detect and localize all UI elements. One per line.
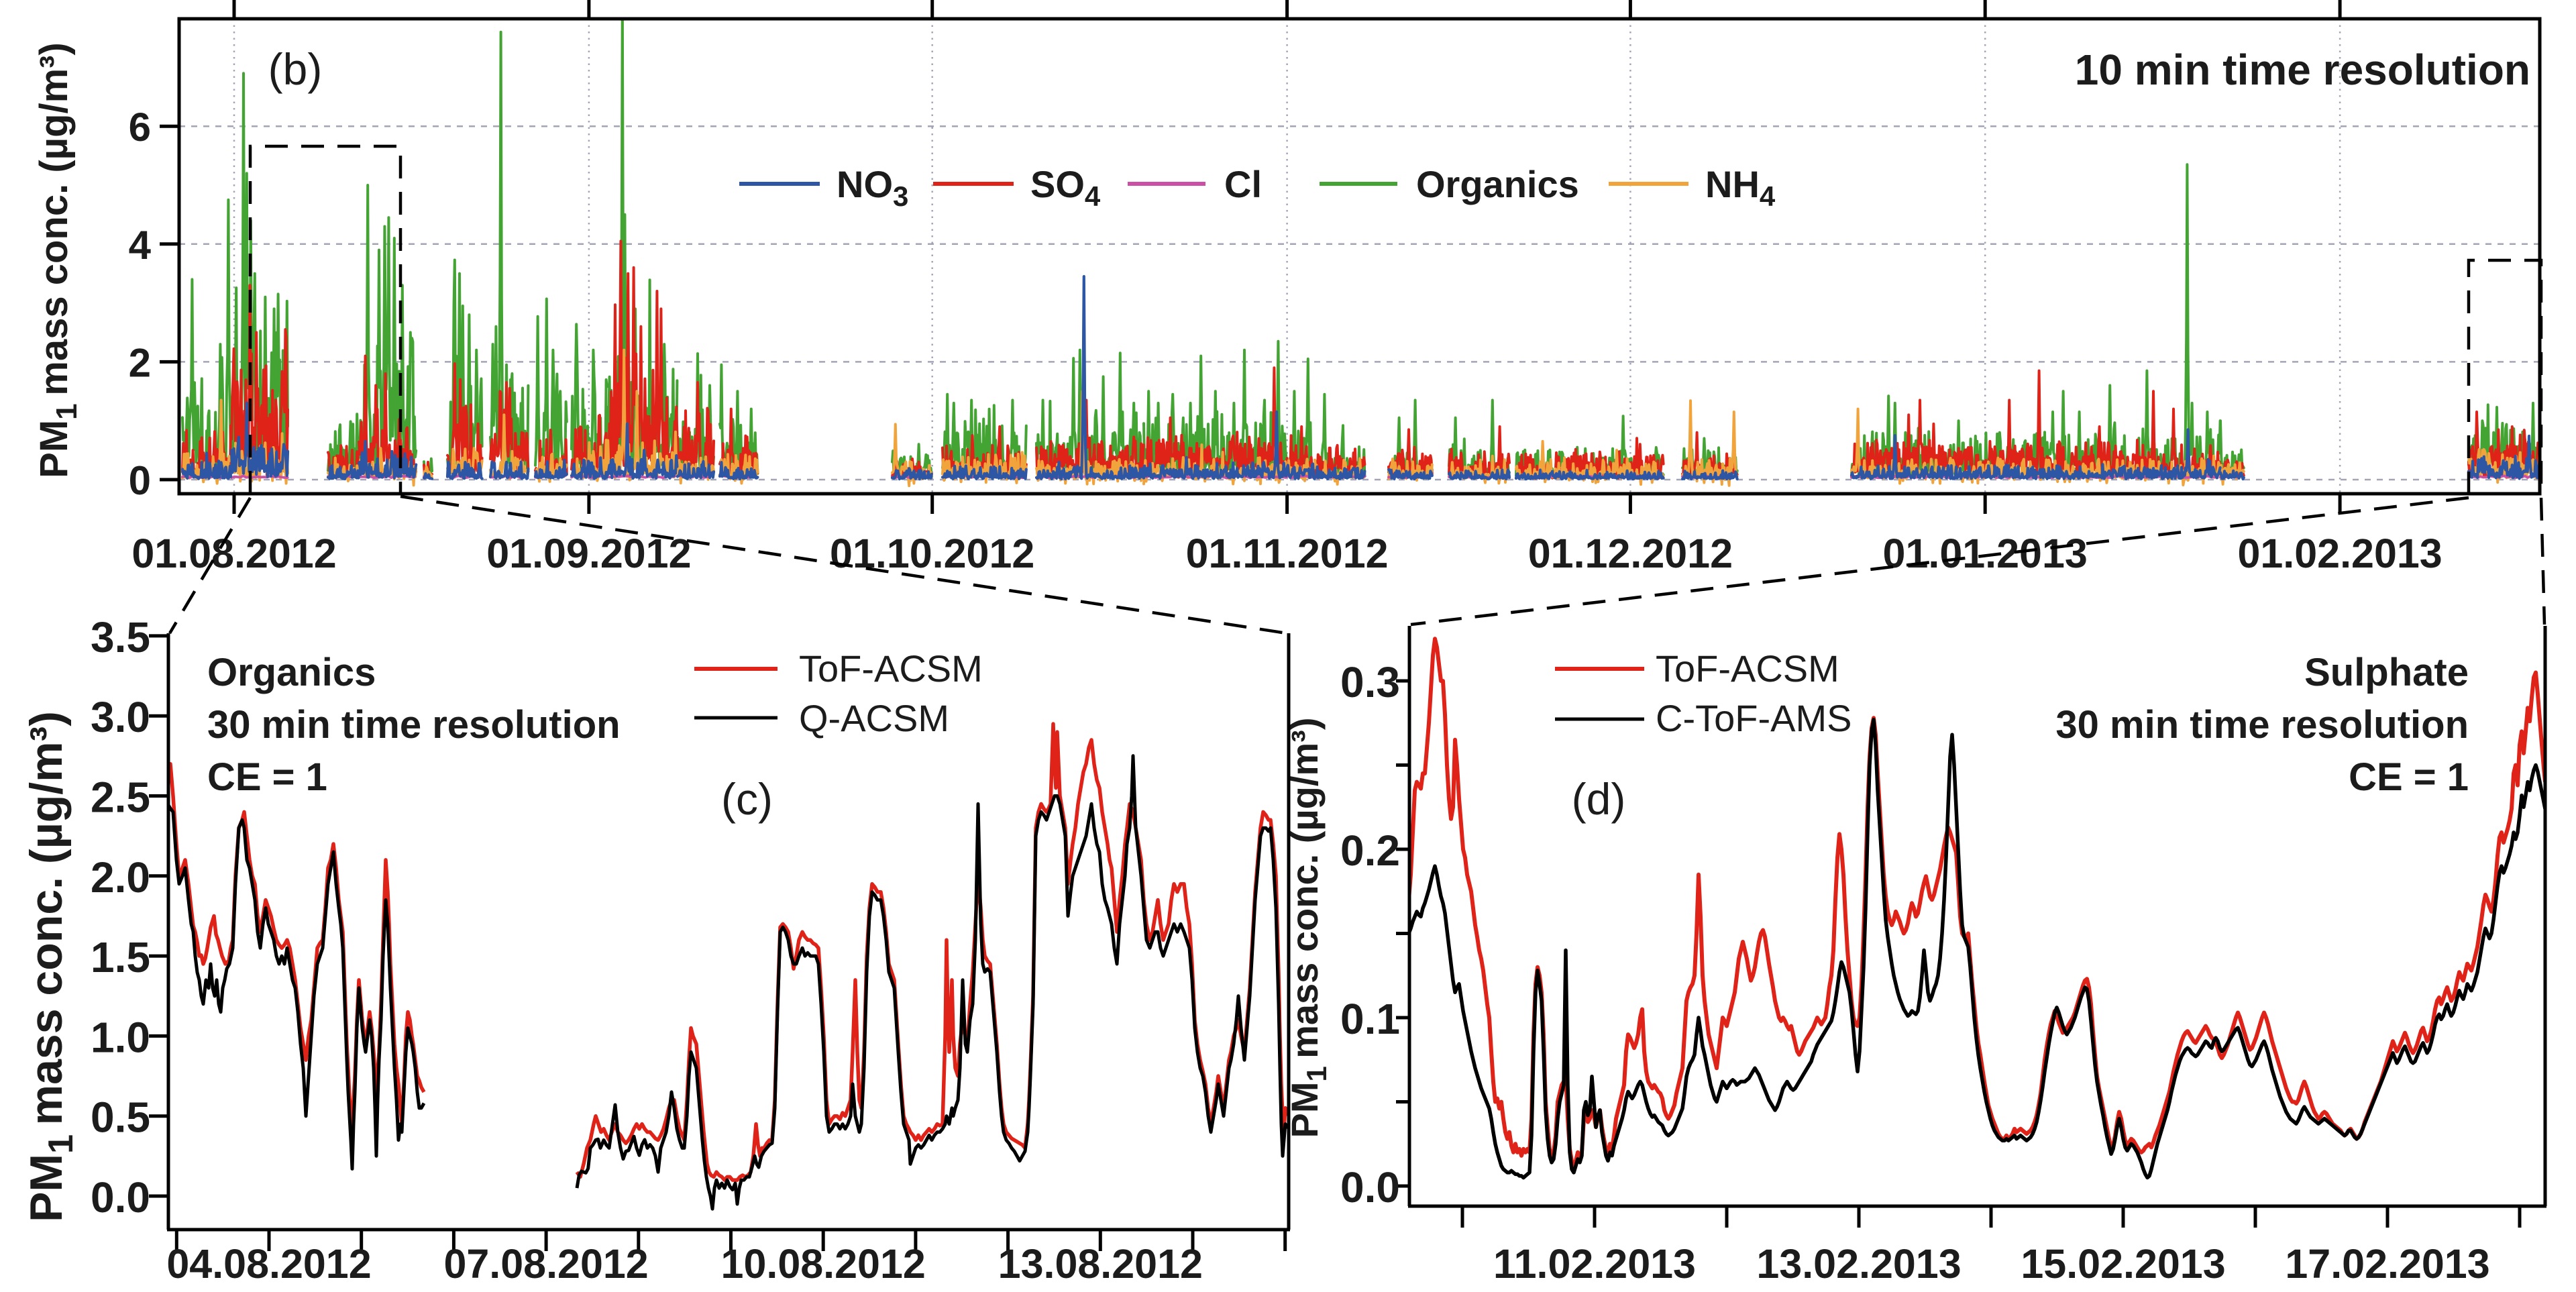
svg-text:(c): (c) — [721, 774, 773, 824]
svg-text:01.12.2012: 01.12.2012 — [1528, 531, 1733, 576]
svg-text:10.08.2012: 10.08.2012 — [721, 1241, 926, 1287]
svg-text:ToF-ACSM: ToF-ACSM — [799, 647, 983, 690]
svg-text:Organics: Organics — [1416, 163, 1579, 205]
svg-text:4: 4 — [129, 223, 152, 268]
svg-text:CE = 1: CE = 1 — [207, 755, 327, 799]
svg-text:01.09.2012: 01.09.2012 — [486, 531, 691, 576]
svg-text:2.0: 2.0 — [91, 853, 150, 902]
svg-text:0.5: 0.5 — [91, 1093, 150, 1142]
svg-text:01.01.2013: 01.01.2013 — [1883, 531, 2088, 576]
svg-text:Cl: Cl — [1224, 163, 1262, 205]
svg-text:01.11.2012: 01.11.2012 — [1186, 531, 1389, 576]
svg-text:0: 0 — [129, 458, 151, 503]
svg-text:(b): (b) — [268, 44, 323, 94]
svg-text:10 min time resolution: 10 min time resolution — [2075, 46, 2530, 94]
svg-text:04.08.2012: 04.08.2012 — [166, 1241, 371, 1287]
svg-text:0.3: 0.3 — [1340, 658, 1400, 706]
svg-text:15.02.2013: 15.02.2013 — [2021, 1241, 2225, 1287]
svg-text:11.02.2013: 11.02.2013 — [1493, 1241, 1696, 1287]
svg-text:0.1: 0.1 — [1340, 995, 1400, 1043]
svg-text:2: 2 — [129, 340, 151, 385]
svg-text:PM1 mass conc. (µg/m³): PM1 mass conc. (µg/m³) — [32, 42, 83, 478]
svg-text:Sulphate: Sulphate — [2304, 651, 2469, 694]
svg-text:CE = 1: CE = 1 — [2349, 755, 2469, 799]
svg-text:0.0: 0.0 — [1340, 1163, 1400, 1212]
svg-text:13.08.2012: 13.08.2012 — [998, 1241, 1203, 1287]
svg-text:13.02.2013: 13.02.2013 — [1756, 1241, 1961, 1287]
svg-text:6: 6 — [129, 105, 151, 150]
svg-text:(d): (d) — [1572, 774, 1626, 824]
svg-text:1.0: 1.0 — [91, 1013, 150, 1061]
svg-text:1.5: 1.5 — [91, 933, 150, 981]
svg-text:07.08.2012: 07.08.2012 — [443, 1241, 648, 1287]
svg-text:0.0: 0.0 — [91, 1173, 150, 1222]
svg-text:ToF-ACSM: ToF-ACSM — [1656, 647, 1839, 690]
svg-text:2.5: 2.5 — [91, 773, 150, 822]
svg-text:Organics: Organics — [207, 651, 376, 694]
svg-text:Q-ACSM: Q-ACSM — [799, 697, 949, 739]
svg-text:30 min time resolution: 30 min time resolution — [2055, 703, 2469, 747]
svg-text:17.02.2013: 17.02.2013 — [2285, 1241, 2489, 1287]
svg-text:30 min time resolution: 30 min time resolution — [207, 703, 621, 747]
svg-text:01.08.2012: 01.08.2012 — [131, 531, 336, 576]
svg-text:3.5: 3.5 — [91, 613, 150, 661]
svg-text:0.2: 0.2 — [1340, 826, 1400, 875]
svg-text:C-ToF-AMS: C-ToF-AMS — [1656, 697, 1851, 739]
svg-text:01.02.2013: 01.02.2013 — [2237, 531, 2442, 576]
svg-text:01.10.2012: 01.10.2012 — [830, 531, 1034, 576]
svg-text:3.0: 3.0 — [91, 693, 150, 741]
